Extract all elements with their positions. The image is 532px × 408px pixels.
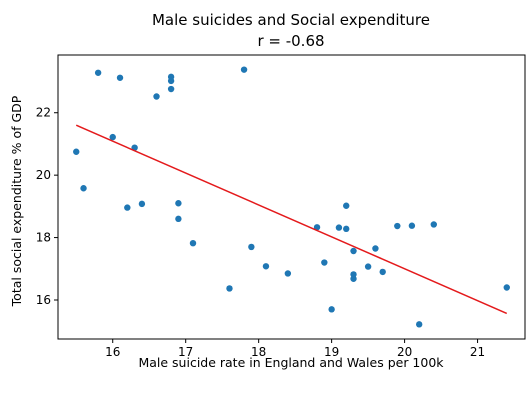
plot-area-frame [57, 54, 526, 340]
data-point-28 [350, 275, 357, 282]
data-point-2 [94, 69, 102, 76]
x-tick-label: 18 [251, 345, 266, 359]
data-point-20 [313, 224, 321, 231]
data-point-16 [240, 66, 248, 73]
data-point-10 [167, 77, 175, 85]
data-point-1 [80, 185, 87, 192]
data-point-23 [335, 224, 343, 231]
data-point-12 [175, 200, 182, 207]
data-point-34 [415, 321, 423, 328]
data-point-29 [364, 263, 372, 270]
data-point-35 [430, 221, 437, 228]
data-point-32 [394, 222, 401, 230]
y-axis-ticks: 16 18 20 22 [36, 106, 58, 307]
y-tick-label: 20 [36, 168, 51, 182]
y-tick-label: 22 [36, 106, 51, 120]
data-point-36 [503, 284, 510, 291]
data-point-18 [262, 263, 270, 270]
x-tick-label: 20 [397, 345, 412, 359]
y-tick-label: 16 [36, 293, 51, 307]
data-point-14 [189, 239, 197, 247]
data-point-33 [408, 222, 416, 229]
data-point-31 [379, 268, 386, 276]
data-point-21 [321, 259, 328, 266]
data-point-3 [109, 133, 116, 141]
data-point-13 [175, 215, 182, 223]
x-tick-label: 16 [105, 345, 120, 359]
data-point-7 [138, 200, 146, 208]
data-point-11 [167, 85, 175, 93]
data-point-15 [226, 285, 233, 292]
x-tick-label: 21 [470, 345, 485, 359]
data-point-30 [372, 245, 379, 252]
data-point-24 [343, 202, 350, 209]
data-points [73, 66, 510, 328]
data-point-17 [248, 243, 255, 251]
x-tick-label: 19 [324, 345, 339, 359]
data-point-5 [124, 204, 131, 211]
data-point-4 [116, 74, 124, 81]
data-point-0 [73, 148, 80, 155]
x-axis-label: Male suicide rate in England and Wales p… [138, 355, 444, 370]
data-point-22 [328, 306, 335, 313]
y-tick-label: 18 [36, 231, 51, 245]
data-point-26 [350, 247, 357, 255]
x-tick-label: 17 [178, 345, 193, 359]
regression-line [75, 124, 508, 315]
x-axis-ticks: 16 17 18 19 20 21 [105, 339, 485, 359]
chart-subtitle: r = -0.68 [257, 32, 324, 50]
data-point-8 [153, 93, 160, 100]
data-point-25 [343, 225, 350, 233]
regression-line-layer [75, 124, 508, 315]
chart-title: Male suicides and Social expenditure [152, 11, 430, 29]
y-axis-label: Total social expenditure % of GDP [9, 95, 24, 307]
data-point-19 [284, 270, 292, 277]
